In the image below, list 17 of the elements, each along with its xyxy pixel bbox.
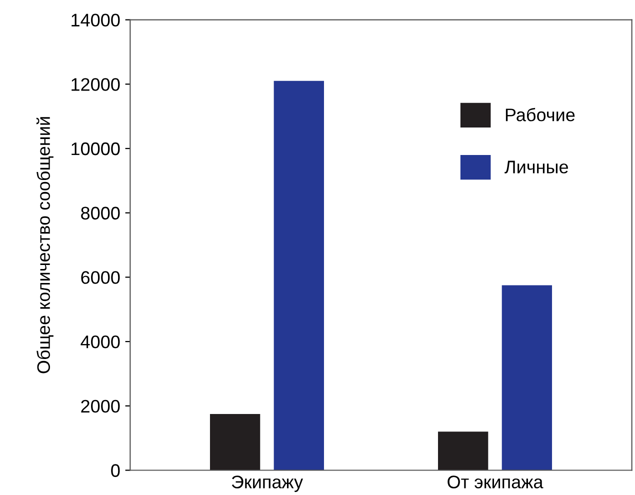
x-tick-label: Экипажу [232, 476, 303, 492]
y-tick-label: 4000 [80, 335, 120, 348]
legend-label: Рабочие [506, 108, 575, 122]
y-tick-label: 12000 [72, 78, 120, 91]
bar [274, 80, 324, 470]
y-tick-label: 14000 [72, 14, 120, 27]
y-tick-label: 2000 [81, 400, 120, 413]
y-tick-label: 10000 [72, 142, 120, 156]
y-tick-label: 6000 [81, 271, 120, 284]
bar [438, 432, 488, 470]
x-tick-label: От экипажа [448, 476, 544, 488]
y-tick-label: 8000 [81, 206, 120, 220]
y-tick-label: 0 [111, 464, 120, 477]
bar [502, 285, 552, 470]
legend-label: Личные [504, 160, 568, 174]
bar [210, 414, 260, 470]
y-axis-title: Общее количество сообщений [36, 117, 54, 374]
